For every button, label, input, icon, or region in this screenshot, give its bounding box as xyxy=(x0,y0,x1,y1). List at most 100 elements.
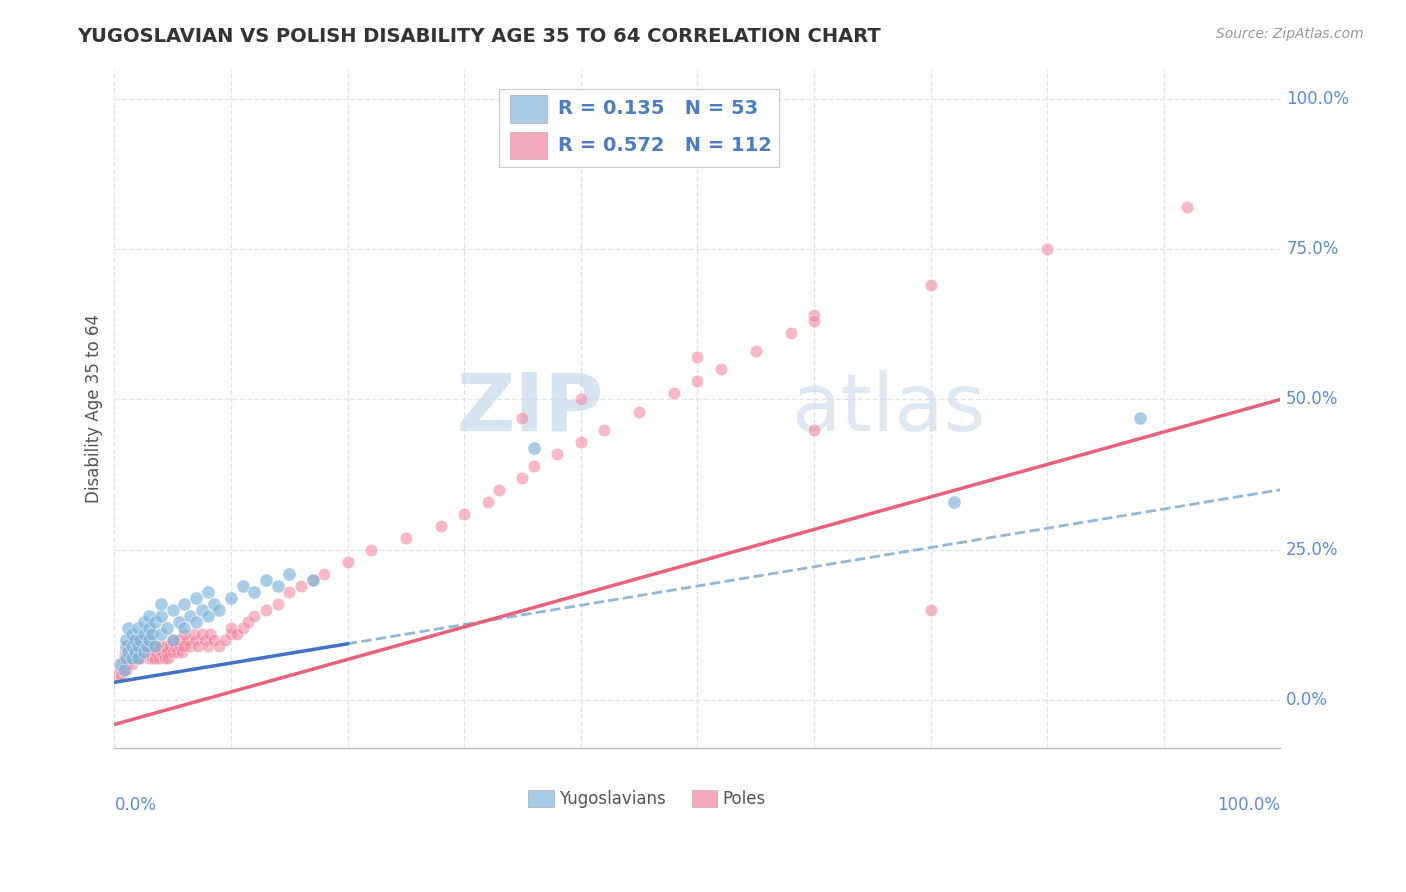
Point xyxy=(142,639,165,653)
Point xyxy=(132,645,155,659)
Point xyxy=(194,633,217,648)
Point xyxy=(430,519,453,533)
Point xyxy=(803,308,825,322)
Point xyxy=(155,639,177,653)
Point xyxy=(803,314,825,328)
Point xyxy=(219,621,242,635)
Point xyxy=(120,651,142,665)
Point xyxy=(115,651,138,665)
Point xyxy=(219,591,242,605)
Point xyxy=(202,633,225,648)
Point xyxy=(163,639,186,653)
Point xyxy=(141,627,163,641)
Point xyxy=(395,531,418,545)
Point xyxy=(184,615,207,629)
Text: YUGOSLAVIAN VS POLISH DISABILITY AGE 35 TO 64 CORRELATION CHART: YUGOSLAVIAN VS POLISH DISABILITY AGE 35 … xyxy=(77,27,882,45)
Point xyxy=(124,645,146,659)
Point xyxy=(115,639,138,653)
Point xyxy=(148,651,170,665)
Point xyxy=(173,627,195,641)
Point xyxy=(301,573,323,587)
Point xyxy=(150,609,173,624)
Point xyxy=(779,326,801,341)
Point xyxy=(254,603,277,617)
Point xyxy=(266,597,288,611)
Point xyxy=(162,633,184,648)
Point xyxy=(219,627,242,641)
Point xyxy=(132,627,155,641)
Point xyxy=(593,423,616,437)
Point xyxy=(744,344,766,359)
Point xyxy=(197,609,219,624)
Point xyxy=(139,645,162,659)
Bar xyxy=(529,790,554,807)
Text: Source: ZipAtlas.com: Source: ZipAtlas.com xyxy=(1216,27,1364,41)
Point xyxy=(150,627,173,641)
Point xyxy=(167,633,190,648)
Point xyxy=(145,645,167,659)
Point xyxy=(152,645,174,659)
Point xyxy=(127,639,149,653)
Text: atlas: atlas xyxy=(790,369,986,448)
Point xyxy=(266,579,288,593)
Point xyxy=(546,447,568,461)
Point xyxy=(138,639,160,653)
Point xyxy=(115,663,138,677)
Point xyxy=(942,495,965,509)
Point xyxy=(111,657,134,672)
Point xyxy=(710,362,733,376)
Point xyxy=(127,639,149,653)
Point xyxy=(121,639,143,653)
Point xyxy=(202,597,225,611)
Point xyxy=(112,663,135,677)
Point xyxy=(183,627,205,641)
Point xyxy=(198,627,221,641)
Point xyxy=(114,645,136,659)
Point xyxy=(110,663,132,677)
Point xyxy=(512,471,534,485)
Point xyxy=(136,639,159,653)
Point xyxy=(920,603,942,617)
Point xyxy=(1036,242,1059,256)
Point xyxy=(156,621,179,635)
Point xyxy=(225,627,247,641)
Point xyxy=(129,633,152,648)
Point xyxy=(243,609,266,624)
Point xyxy=(232,621,254,635)
Point xyxy=(124,645,146,659)
Point xyxy=(129,639,152,653)
Point xyxy=(112,651,135,665)
Point xyxy=(686,375,709,389)
Text: Yugoslavians: Yugoslavians xyxy=(558,789,665,808)
Point xyxy=(125,639,148,653)
Point xyxy=(121,645,143,659)
Text: Poles: Poles xyxy=(721,789,765,808)
Point xyxy=(114,657,136,672)
Point xyxy=(197,639,219,653)
Point xyxy=(134,639,156,653)
Point xyxy=(107,669,129,683)
Point xyxy=(301,573,323,587)
Point xyxy=(121,657,143,672)
Point xyxy=(686,351,709,365)
Point xyxy=(290,579,312,593)
Y-axis label: Disability Age 35 to 64: Disability Age 35 to 64 xyxy=(86,314,103,503)
Point xyxy=(143,645,166,659)
Point xyxy=(129,651,152,665)
Point xyxy=(143,615,166,629)
Point xyxy=(132,633,155,648)
Text: 50.0%: 50.0% xyxy=(1286,391,1339,409)
Point xyxy=(523,441,546,455)
Point xyxy=(150,645,173,659)
Point xyxy=(150,639,173,653)
Point xyxy=(173,597,195,611)
Point xyxy=(170,645,193,659)
Point xyxy=(138,651,160,665)
Point xyxy=(122,639,145,653)
Point xyxy=(153,651,176,665)
Text: ZIP: ZIP xyxy=(457,369,605,448)
Point xyxy=(453,507,475,521)
Point xyxy=(124,633,146,648)
Point xyxy=(129,633,152,648)
Point xyxy=(214,633,236,648)
